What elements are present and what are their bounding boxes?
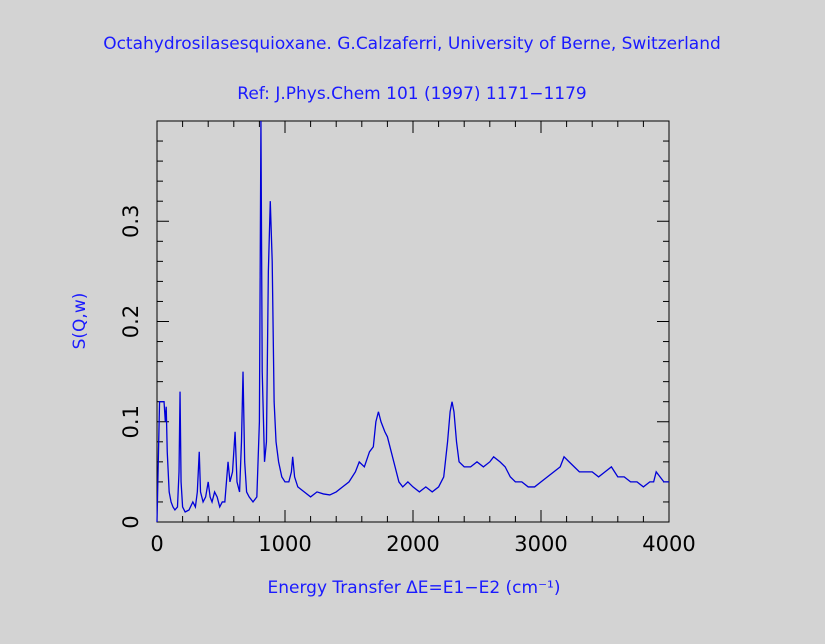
spectrum-line	[156, 120, 669, 523]
x-tick-label: 1000	[258, 532, 311, 556]
y-tick-label: 0.3	[119, 205, 143, 238]
x-tick-label: 3000	[514, 532, 567, 556]
chart-title: Octahydrosilasesquioxane. G.Calzaferri, …	[103, 34, 721, 54]
x-axis-label: Energy Transfer ΔE=E1−E2 (cm⁻¹)	[267, 578, 560, 598]
x-tick-label: 2000	[386, 532, 439, 556]
y-tick-label: 0.1	[119, 405, 143, 438]
y-tick-label: 0	[119, 515, 143, 528]
y-tick-label: 0.2	[119, 305, 143, 338]
y-axis-label: S(Q,w)	[70, 293, 90, 350]
x-tick-label: 0	[150, 532, 163, 556]
chart-subtitle: Ref: J.Phys.Chem 101 (1997) 1171−1179	[237, 84, 586, 104]
x-tick-label: 4000	[642, 532, 695, 556]
